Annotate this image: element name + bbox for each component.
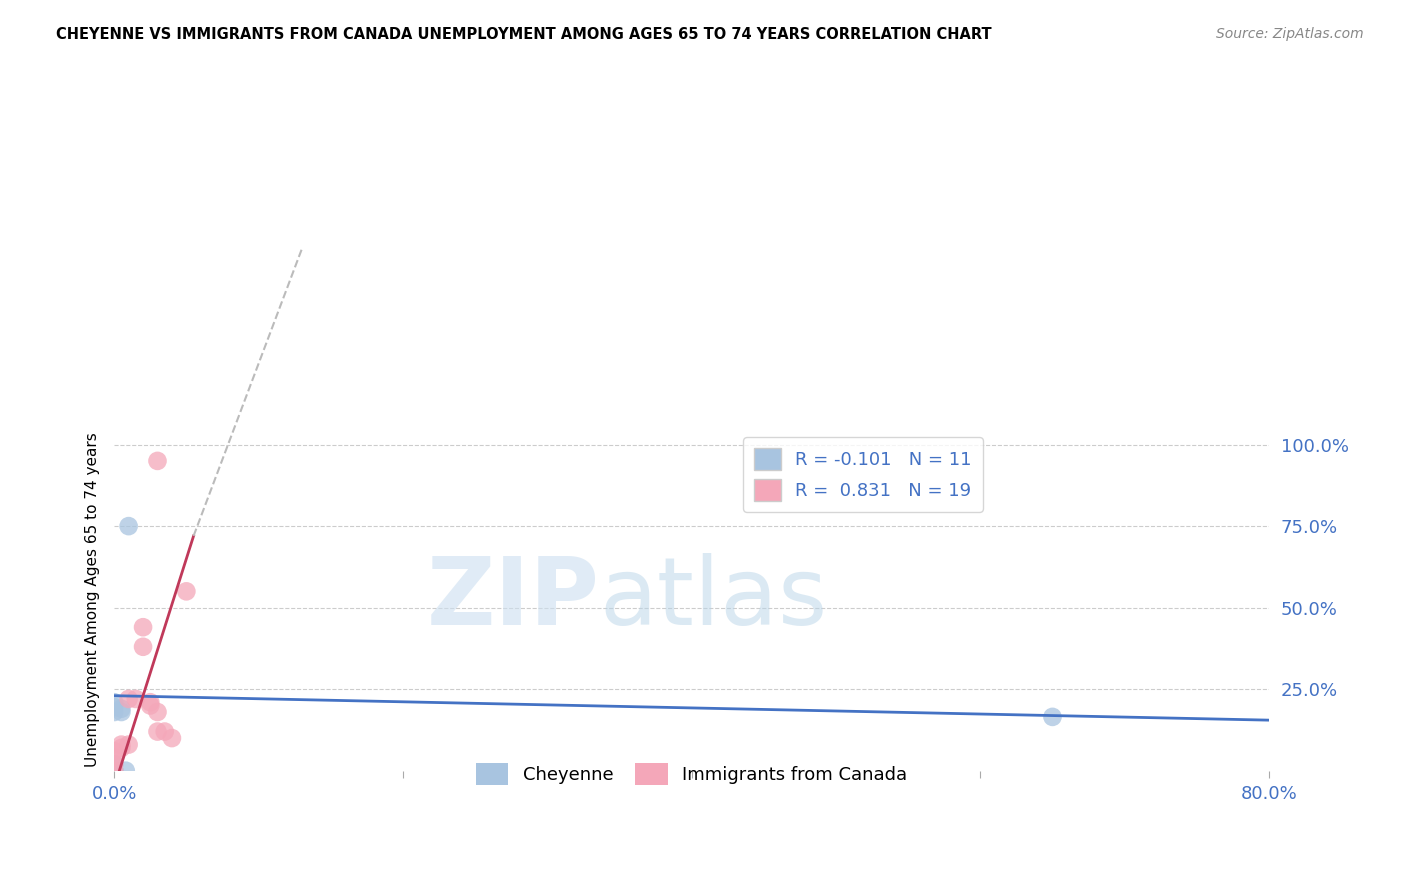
Legend: Cheyenne, Immigrants from Canada: Cheyenne, Immigrants from Canada bbox=[468, 756, 914, 792]
Point bbox=[103, 764, 125, 778]
Point bbox=[103, 757, 125, 772]
Point bbox=[103, 750, 125, 764]
Y-axis label: Unemployment Among Ages 65 to 74 years: Unemployment Among Ages 65 to 74 years bbox=[86, 432, 100, 767]
Point bbox=[103, 764, 125, 778]
Point bbox=[117, 738, 139, 752]
Point bbox=[114, 764, 136, 778]
Point bbox=[103, 764, 125, 778]
Point bbox=[132, 640, 155, 654]
Point bbox=[103, 744, 125, 758]
Point bbox=[125, 692, 148, 706]
Point bbox=[110, 738, 132, 752]
Point bbox=[110, 705, 132, 719]
Point bbox=[103, 705, 125, 719]
Point bbox=[110, 740, 132, 755]
Point bbox=[1042, 710, 1064, 724]
Point bbox=[139, 695, 162, 709]
Point bbox=[146, 454, 169, 468]
Point bbox=[146, 724, 169, 739]
Point bbox=[153, 724, 176, 739]
Point bbox=[103, 757, 125, 772]
Text: Source: ZipAtlas.com: Source: ZipAtlas.com bbox=[1216, 27, 1364, 41]
Point bbox=[139, 698, 162, 713]
Point bbox=[146, 705, 169, 719]
Text: atlas: atlas bbox=[599, 554, 828, 646]
Point bbox=[103, 695, 125, 709]
Text: CHEYENNE VS IMMIGRANTS FROM CANADA UNEMPLOYMENT AMONG AGES 65 TO 74 YEARS CORREL: CHEYENNE VS IMMIGRANTS FROM CANADA UNEMP… bbox=[56, 27, 991, 42]
Point bbox=[117, 692, 139, 706]
Point bbox=[110, 702, 132, 716]
Text: ZIP: ZIP bbox=[426, 554, 599, 646]
Point bbox=[132, 620, 155, 634]
Point bbox=[160, 731, 183, 745]
Point bbox=[176, 584, 198, 599]
Point bbox=[103, 700, 125, 714]
Point bbox=[117, 519, 139, 533]
